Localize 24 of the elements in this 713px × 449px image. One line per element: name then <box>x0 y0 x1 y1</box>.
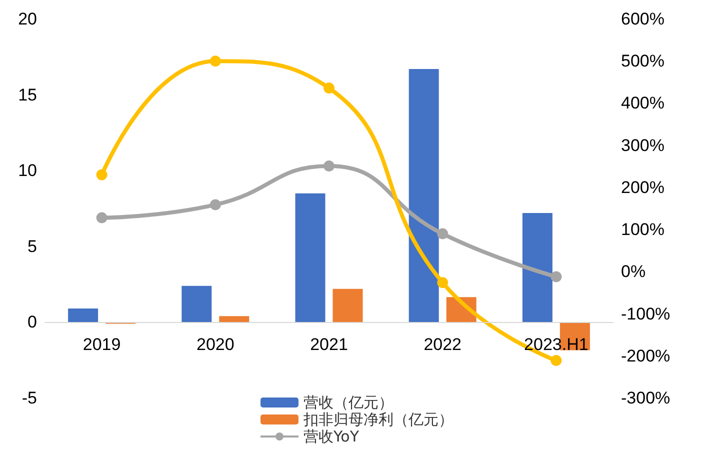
legend-label: 营收（亿元） <box>304 394 394 412</box>
x-tick-label: 2020 <box>196 335 234 354</box>
y-tick-label: -5 <box>22 388 37 408</box>
x-tick-label: 2021 <box>310 335 348 354</box>
y2-tick-label: 200% <box>621 178 664 197</box>
x-tick-label: 2023.H1 <box>524 335 588 354</box>
legend-label: 扣非归母净利（亿元） <box>302 410 454 428</box>
y2-tick-label: 100% <box>621 220 664 240</box>
y2-tick-label: 600% <box>621 10 664 28</box>
y-tick-label: 15 <box>18 85 37 104</box>
y-tick-label: 10 <box>18 161 37 180</box>
y2-tick-label: 500% <box>621 52 664 71</box>
y2-tick-label: 300% <box>621 136 664 155</box>
x-tick-label: 2019 <box>82 335 121 354</box>
y2-tick-label: -100% <box>621 304 670 324</box>
y-tick-label: 0 <box>28 312 37 332</box>
y2-tick-label: 0% <box>621 262 646 282</box>
y2-tick-label: 400% <box>621 94 664 113</box>
y2-tick-label: -200% <box>621 346 670 366</box>
y-tick-label: 5 <box>28 236 37 256</box>
legend-label: 营收YoY <box>304 428 360 446</box>
y-tick-label: 20 <box>18 10 37 28</box>
y2-tick-label: -300% <box>621 388 670 408</box>
x-tick-label: 2022 <box>424 335 462 354</box>
